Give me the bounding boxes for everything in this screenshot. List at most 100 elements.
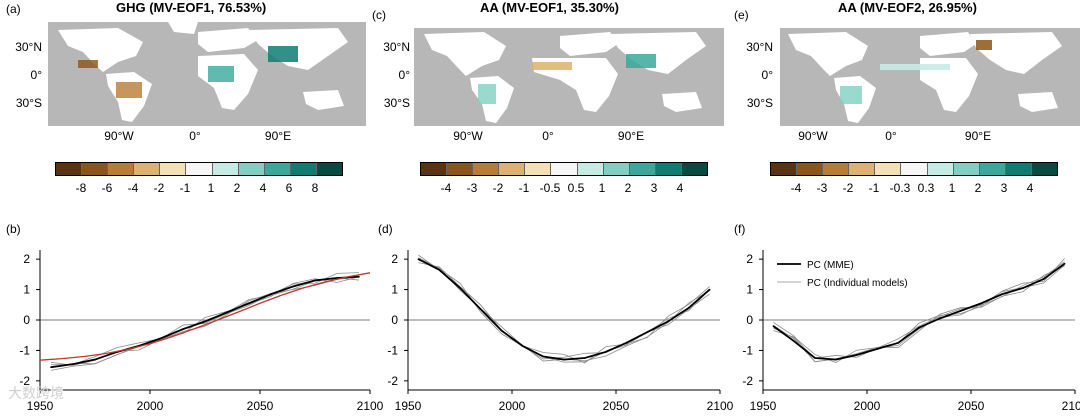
mme-point <box>1063 262 1066 265</box>
y-tick-label: 0 <box>746 313 753 327</box>
mme-point <box>248 302 250 305</box>
y-tick-label: -1 <box>387 343 398 357</box>
colorbar-tick-label: 4 <box>1026 181 1034 195</box>
colorbar-swatch <box>1031 163 1058 175</box>
colorbar-swatch <box>238 163 265 175</box>
colorbar-swatch <box>264 163 291 175</box>
colorbar-swatch <box>681 163 708 175</box>
x-tick-label: 2000 <box>854 399 881 413</box>
colorbar-swatch <box>771 163 798 175</box>
mme-point <box>160 337 162 340</box>
colorbar-tick-label: 1 <box>948 181 956 195</box>
individual-model-line <box>418 257 710 364</box>
colorbar-swatch <box>473 163 500 175</box>
x-tick-label: 2000 <box>499 399 526 413</box>
colorbar-swatch <box>629 163 656 175</box>
colorbar-swatch <box>927 163 954 175</box>
mme-point <box>897 342 899 344</box>
colorbar-tick-label: -3 <box>466 181 478 195</box>
x-tick-label: 2100 <box>707 399 734 413</box>
y-tick-label: 0 <box>23 313 30 327</box>
mme-point <box>417 258 420 260</box>
colorbar-tick-label: 6 <box>285 181 293 195</box>
timeseries-f-svg: -2 -1 0 1 2 1950 2000 2050 2100 PC (MME) PC (Indiv… <box>742 250 1080 413</box>
mme-point <box>855 354 858 356</box>
colorbar-tick-label: 4 <box>259 181 267 195</box>
colorbar-tick-label: 2 <box>233 181 241 195</box>
colorbar-tick-label: 4 <box>676 181 684 195</box>
map-e <box>780 28 1080 126</box>
mme-point <box>1001 293 1003 295</box>
lat-label-0-e: 0° <box>761 68 773 82</box>
x-tick-label: 2050 <box>958 399 985 413</box>
colorbar-tick-label: -0.3 <box>889 181 911 195</box>
panel-letter-b: (b) <box>6 222 21 236</box>
colorbar-swatch <box>290 163 317 175</box>
lon-label-90e-a: 90°E <box>264 129 292 143</box>
timeseries-d-svg: -2 -1 0 1 2 1950 2000 2050 2100 <box>387 250 734 413</box>
colorbar-swatch <box>56 163 83 175</box>
colorbar-tick-label: -1 <box>179 181 191 195</box>
colorbar-tick-label: 0.5 <box>567 181 585 195</box>
colorbar-tick-label: -8 <box>75 181 87 195</box>
mme-line <box>417 258 711 361</box>
lon-label-0-c: 0° <box>542 129 554 143</box>
y-tick-label: -1 <box>19 343 30 357</box>
mme-point <box>688 307 690 309</box>
colorbar-tick-label: -0.5 <box>539 181 561 195</box>
mme-point <box>72 363 74 365</box>
mme-point <box>959 310 962 312</box>
y-tick-label: -2 <box>19 374 30 388</box>
colorbar-swatch <box>82 163 109 175</box>
lon-label-90w-e: 90°W <box>798 129 828 143</box>
lat-label-30n-c: 30°N <box>383 40 410 54</box>
colorbar-tick-label: 1 <box>207 181 215 195</box>
colorbar-swatch <box>849 163 876 175</box>
mme-point <box>876 348 879 350</box>
colorbar-swatch <box>901 163 928 175</box>
colorbar-tick-label: -2 <box>842 181 854 195</box>
lon-label-90e-c: 90°E <box>617 129 645 143</box>
lon-label-0-a: 0° <box>189 129 201 143</box>
lat-label-30n-e: 30°N <box>746 40 773 54</box>
colorbar-tick-label: 0.3 <box>917 181 935 195</box>
mme-point <box>584 357 586 359</box>
colorbar-swatch <box>823 163 850 175</box>
colorbar-swatch <box>875 163 902 175</box>
mme-point <box>438 268 440 271</box>
mme-point <box>292 285 294 288</box>
colorbar-swatch <box>551 163 578 175</box>
mme-point <box>708 288 711 291</box>
x-tick-label: 1950 <box>395 399 422 413</box>
colorbar-swatch <box>316 163 343 175</box>
individual-model-line <box>418 259 710 363</box>
colorbar-tick-label: 3 <box>650 181 658 195</box>
lat-label-0-a: 0° <box>30 68 42 82</box>
colorbar-a <box>55 162 343 176</box>
colorbar-tick-label: 1 <box>598 181 606 195</box>
legend-individual-label: PC (Individual models) <box>807 278 908 289</box>
colorbar-tick-label: -4 <box>790 181 802 195</box>
map-c-land <box>424 32 706 123</box>
x-tick-label: 1950 <box>27 399 54 413</box>
panel-letter-c: (c) <box>372 8 386 22</box>
colorbar-c <box>420 162 708 176</box>
legend-mme-label: PC (MME) <box>807 260 854 271</box>
individual-model-line <box>773 258 1065 363</box>
colorbar-tick-label: 8 <box>311 181 319 195</box>
colorbar-swatch <box>108 163 135 175</box>
mme-point <box>835 358 837 361</box>
mme-point <box>358 275 360 278</box>
x-tick-label: 2050 <box>603 399 630 413</box>
colorbar-swatch <box>577 163 604 175</box>
x-tick-label: 1950 <box>750 399 777 413</box>
panel-letter-f: (f) <box>734 222 746 236</box>
map-title-e: AA (MV-EOF2, 26.95%) <box>838 0 977 15</box>
individual-model-line <box>418 262 710 362</box>
lon-label-90e-e: 90°E <box>964 129 992 143</box>
mme-point <box>1022 287 1024 289</box>
mme-point <box>625 342 628 344</box>
mme-point <box>667 320 669 323</box>
colorbar-tick-label: -2 <box>153 181 165 195</box>
timeseries-f: -2 -1 0 1 2 1950 2000 2050 2100 PC (MME) PC (Indiv… <box>725 238 1080 420</box>
